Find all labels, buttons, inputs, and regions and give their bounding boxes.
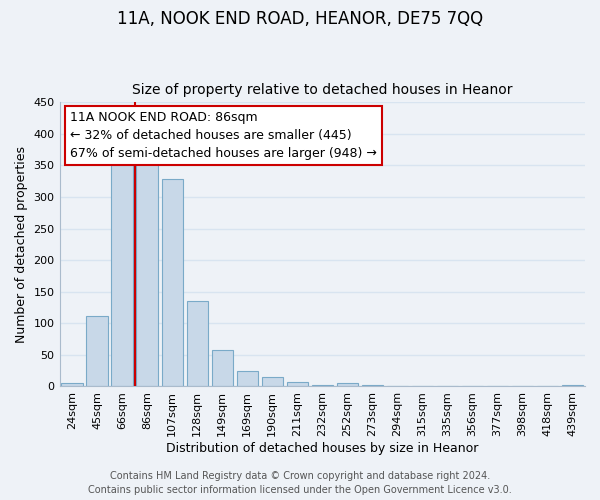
X-axis label: Distribution of detached houses by size in Heanor: Distribution of detached houses by size … xyxy=(166,442,478,455)
Bar xyxy=(61,384,83,386)
Bar xyxy=(236,370,258,386)
Text: 11A, NOOK END ROAD, HEANOR, DE75 7QQ: 11A, NOOK END ROAD, HEANOR, DE75 7QQ xyxy=(117,10,483,28)
Title: Size of property relative to detached houses in Heanor: Size of property relative to detached ho… xyxy=(132,83,512,97)
Bar xyxy=(262,377,283,386)
Bar xyxy=(187,301,208,386)
Text: 11A NOOK END ROAD: 86sqm
← 32% of detached houses are smaller (445)
67% of semi-: 11A NOOK END ROAD: 86sqm ← 32% of detach… xyxy=(70,111,377,160)
Bar xyxy=(362,385,383,386)
Bar xyxy=(562,385,583,386)
Y-axis label: Number of detached properties: Number of detached properties xyxy=(15,146,28,343)
Bar xyxy=(287,382,308,386)
Bar xyxy=(212,350,233,386)
Bar xyxy=(86,316,108,386)
Bar xyxy=(112,166,133,386)
Text: Contains HM Land Registry data © Crown copyright and database right 2024.
Contai: Contains HM Land Registry data © Crown c… xyxy=(88,471,512,495)
Bar xyxy=(337,382,358,386)
Bar xyxy=(136,148,158,386)
Bar xyxy=(311,385,333,386)
Bar xyxy=(161,180,183,386)
